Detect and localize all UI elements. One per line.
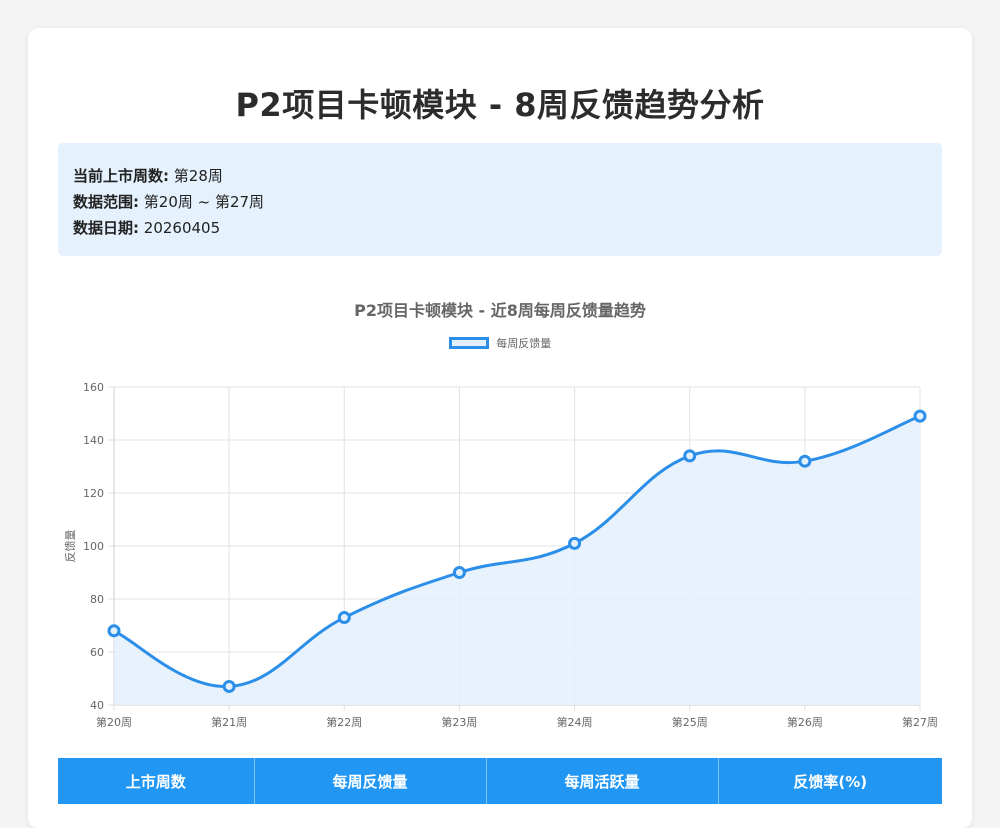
info-range: 数据范围: 第20周 ~ 第27周 [73, 189, 927, 215]
data-point[interactable] [568, 536, 582, 550]
x-tick-label: 第27周 [902, 715, 938, 728]
info-range-value: 第20周 ~ 第27周 [143, 193, 265, 211]
data-point[interactable] [452, 566, 466, 579]
x-tick-label: 第26周 [787, 715, 823, 728]
x-tick-label: 第21周 [211, 715, 247, 728]
x-tick-label: 第24周 [557, 715, 593, 728]
y-tick-label: 140 [83, 434, 104, 447]
x-tick-label: 第25周 [672, 715, 708, 728]
chart-plot: 40 60 80 100 120 140 160 第20周 第21周 第22周 第23周 第24周 第2… [64, 381, 938, 728]
info-current-week-label: 当前上市周数: [73, 167, 169, 185]
table-header-week[interactable]: 上市周数 [58, 758, 255, 804]
table-header-feedback[interactable]: 每周反馈量 [254, 758, 487, 804]
table-header-rate[interactable]: 反馈率(%) [718, 758, 942, 804]
data-point[interactable] [222, 679, 236, 693]
info-date: 数据日期: 20260405 [73, 215, 927, 241]
trend-chart: P2项目卡顿模块 - 近8周每周反馈量趋势 每周反馈量 40 60 80 100 120… [28, 288, 972, 728]
chart-title: P2项目卡顿模块 - 近8周每周反馈量趋势 [354, 301, 646, 320]
info-range-label: 数据范围: [73, 193, 139, 211]
x-tick-label: 第23周 [441, 715, 477, 728]
legend-swatch [448, 337, 489, 349]
table-header-active[interactable]: 每周活跃量 [486, 758, 719, 804]
page-title: P2项目卡顿模块 - 8周反馈趋势分析 [235, 86, 765, 124]
info-current-week-value: 第28周 [173, 167, 223, 185]
y-tick-label: 40 [90, 699, 104, 712]
legend-label: 每周反馈量 [496, 337, 552, 350]
chart-legend[interactable]: 每周反馈量 [28, 335, 972, 351]
data-point[interactable] [107, 624, 121, 638]
y-tick-label: 60 [90, 646, 104, 659]
y-tick-label: 100 [83, 540, 104, 553]
data-point[interactable] [337, 611, 351, 625]
series-area [114, 416, 920, 705]
data-point[interactable] [683, 449, 697, 463]
table-header-row: 上市周数 每周反馈量 每周活跃量 反馈率(%) [58, 758, 942, 804]
y-tick-label: 120 [83, 487, 104, 500]
info-date-label: 数据日期: [73, 219, 139, 237]
data-table: 上市周数 每周反馈量 每周活跃量 反馈率(%) [58, 758, 942, 804]
data-point[interactable] [798, 454, 812, 468]
y-tick-label: 80 [90, 593, 104, 606]
info-date-value: 20260405 [143, 219, 221, 237]
y-axis-title: 反馈量 [64, 530, 77, 563]
data-point[interactable] [913, 409, 927, 423]
x-tick-label: 第20周 [96, 715, 132, 728]
info-panel: 当前上市周数: 第28周 数据范围: 第20周 ~ 第27周 数据日期: 202… [58, 143, 942, 256]
info-current-week: 当前上市周数: 第28周 [73, 163, 927, 189]
x-tick-label: 第22周 [326, 715, 362, 728]
series-line [113, 414, 921, 688]
y-tick-label: 160 [83, 381, 104, 394]
report-card: P2项目卡顿模块 - 8周反馈趋势分析 当前上市周数: 第28周 数据范围: 第… [28, 28, 972, 828]
